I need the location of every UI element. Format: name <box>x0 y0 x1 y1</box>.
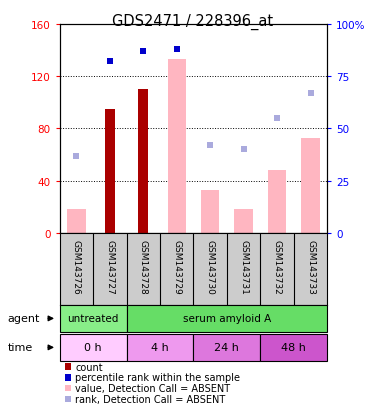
Bar <box>67 210 85 233</box>
Text: rank, Detection Call = ABSENT: rank, Detection Call = ABSENT <box>75 394 226 404</box>
Bar <box>127 334 193 361</box>
Text: agent: agent <box>8 313 40 324</box>
Bar <box>201 190 219 233</box>
Bar <box>138 90 148 233</box>
Text: count: count <box>75 362 103 372</box>
Text: 4 h: 4 h <box>151 342 169 353</box>
Text: 0 h: 0 h <box>84 342 102 353</box>
Text: 24 h: 24 h <box>214 342 239 353</box>
Bar <box>60 334 127 361</box>
Text: GDS2471 / 228396_at: GDS2471 / 228396_at <box>112 14 273 30</box>
Text: untreated: untreated <box>67 313 119 324</box>
Text: serum amyloid A: serum amyloid A <box>183 313 271 324</box>
Text: time: time <box>8 342 33 353</box>
Text: GSM143732: GSM143732 <box>273 240 281 294</box>
Text: value, Detection Call = ABSENT: value, Detection Call = ABSENT <box>75 383 231 393</box>
Text: GSM143730: GSM143730 <box>206 240 215 294</box>
Text: percentile rank within the sample: percentile rank within the sample <box>75 373 241 382</box>
Bar <box>193 334 260 361</box>
Bar <box>234 210 253 233</box>
Text: GSM143729: GSM143729 <box>172 240 181 294</box>
Text: GSM143731: GSM143731 <box>239 240 248 294</box>
Bar <box>260 334 327 361</box>
Bar <box>127 305 327 332</box>
Text: GSM143726: GSM143726 <box>72 240 81 294</box>
Bar <box>268 171 286 233</box>
Bar <box>105 109 115 233</box>
Text: 48 h: 48 h <box>281 342 306 353</box>
Bar <box>301 138 320 233</box>
Bar <box>167 60 186 233</box>
Bar <box>60 305 127 332</box>
Text: GSM143733: GSM143733 <box>306 240 315 294</box>
Text: GSM143727: GSM143727 <box>105 240 114 294</box>
Text: GSM143728: GSM143728 <box>139 240 148 294</box>
